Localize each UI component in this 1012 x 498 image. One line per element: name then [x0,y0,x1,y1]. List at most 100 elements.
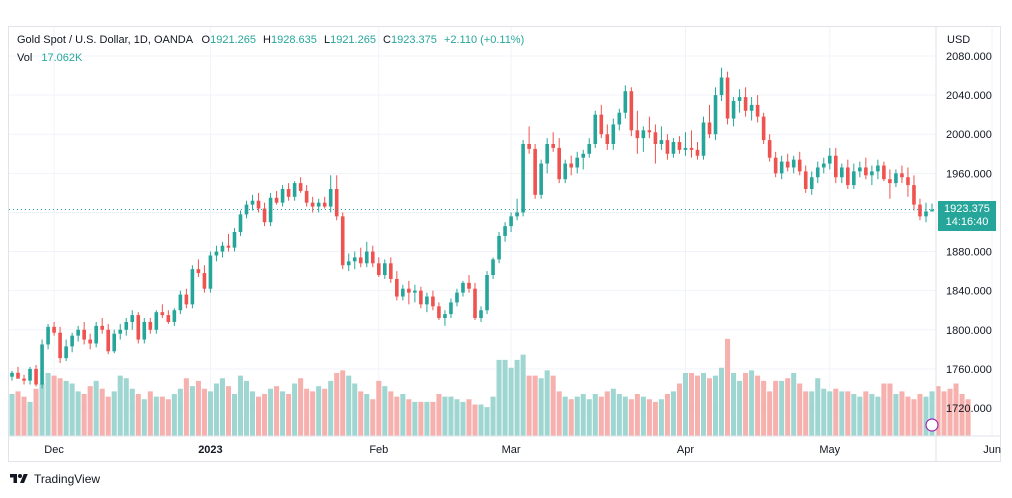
candle-body [178,294,183,311]
volume-bar [340,370,346,436]
chart-legend: Gold Spot / U.S. Dollar, 1D, OANDA O1921… [17,34,524,46]
volume-bar [69,383,75,436]
volume-legend: Vol 17.062K [17,52,82,64]
candle-body [370,251,375,264]
candle-body [882,165,886,180]
volume-bar [9,394,15,436]
x-tick-label: Jun [983,444,1001,456]
volume-bar [646,399,652,436]
volume-bar [598,396,604,436]
volume-bar [821,388,827,436]
volume-bar [706,378,713,436]
candle-body [623,91,628,113]
x-tick-label: Feb [369,444,388,456]
candle-body [94,325,98,344]
volume-bar [556,391,562,436]
candle-body [653,132,658,144]
candle-body [545,144,549,164]
volume-bar [472,404,478,436]
candle-body [208,255,213,289]
candle-body [455,292,459,303]
candle-body [743,97,748,111]
volume-bar [460,401,466,436]
volume-bar [670,391,676,436]
volume-bar [418,401,424,436]
candle-body [719,77,724,96]
volume-bar [436,394,442,436]
y-tick-label: 1960.000 [946,168,992,180]
volume-bar [195,380,201,436]
volume-bar [538,378,544,436]
candle-body [425,296,429,305]
volume-bar [502,359,508,436]
volume-bar [761,380,767,436]
volume-bar [171,394,177,436]
candle-body [575,157,580,168]
tradingview-attribution[interactable]: TradingView [10,472,100,486]
candle-body [599,114,604,135]
volume-bar [376,380,382,436]
candle-body [749,104,754,111]
candle-body [154,312,159,330]
volume-bar [304,388,310,436]
currency-label[interactable]: USD [947,34,971,46]
volume-bar [893,394,899,436]
volume-bar [700,373,707,436]
candle-body [677,142,682,150]
volume-bar [845,391,851,436]
volume-bar [917,394,923,436]
candle-body [461,282,465,293]
candle-body [413,290,417,293]
candle-body [617,112,622,125]
candle-body [809,177,814,189]
volume-label: Vol [17,52,33,64]
volume-bar [135,394,141,436]
close-value: 1923.375 [390,34,437,46]
candle-body [130,315,135,322]
volume-bar [676,383,682,436]
event-marker-icon[interactable] [925,418,939,432]
volume-bar [652,401,658,436]
volume-bar [286,394,292,436]
volume-bar [634,394,640,436]
volume-bar [833,388,839,436]
volume-bar [664,394,670,436]
candle-body [250,200,255,205]
candle-body [503,226,507,236]
volume-bar [911,399,917,436]
candle-body [166,315,171,322]
candle-body [755,104,760,117]
volume-bar [237,375,244,436]
candle-body [815,167,820,178]
candle-body [88,339,92,344]
volume-bar [268,388,274,436]
candle-body [701,122,706,156]
volume-bar [111,391,117,436]
candle-body [761,116,766,141]
volume-bar [586,399,592,436]
candle-body [569,163,574,168]
volume-bar [815,378,821,436]
candle-body [641,130,646,139]
volume-bar [219,378,225,436]
volume-bar [225,386,231,436]
volume-bar [887,383,893,436]
volume-bar [406,399,412,436]
candle-body [551,144,555,148]
candle-body [647,130,652,133]
volume-bar [280,391,286,436]
volume-bar [87,386,93,436]
volume-bar [514,359,520,436]
candle-body [587,144,592,154]
candle-body [148,321,153,330]
last-price: 1923.375 [944,202,990,215]
volume-bar [424,401,430,436]
candle-body [383,263,387,276]
volume-bar [959,394,965,436]
candle-body [100,325,104,330]
volume-bar [454,399,460,436]
candle-body [846,167,850,186]
candle-body [256,200,261,209]
volume-bar [129,388,135,436]
